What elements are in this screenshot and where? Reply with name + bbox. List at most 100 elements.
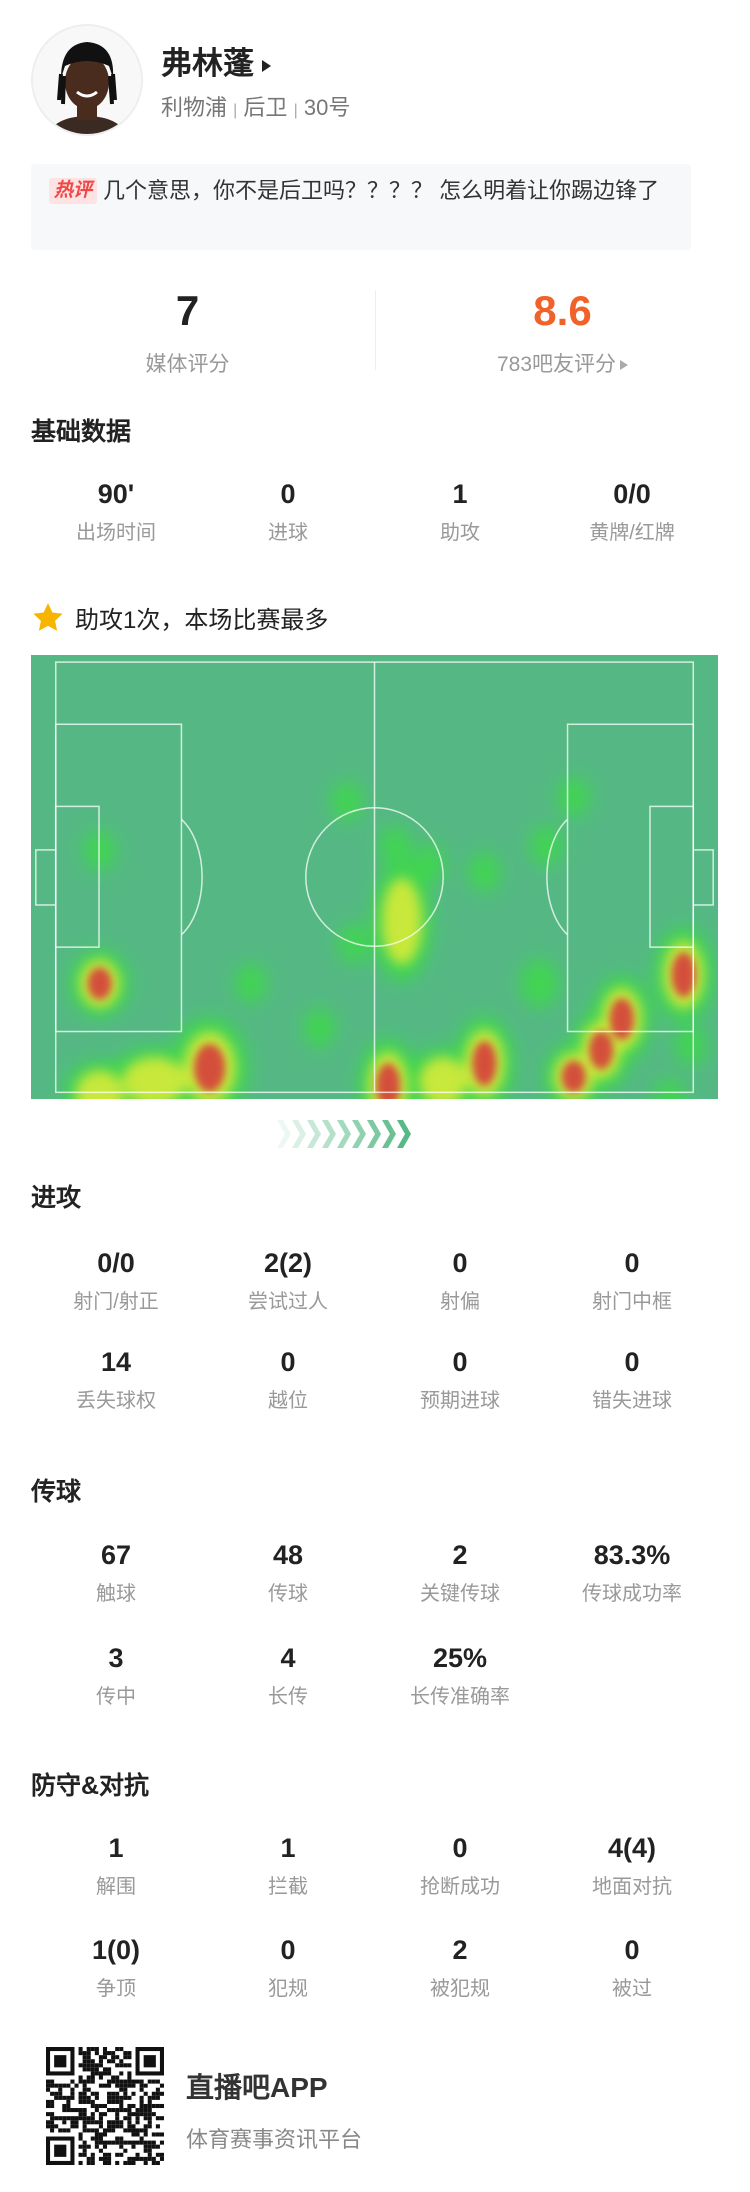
penalty-arc bbox=[180, 818, 203, 936]
heat-spot bbox=[234, 963, 267, 1004]
penalty-arc bbox=[546, 818, 569, 936]
heat-spot bbox=[472, 1041, 497, 1086]
player-avatar[interactable] bbox=[31, 24, 143, 136]
stat-item: 2 关键传球 bbox=[374, 1539, 546, 1606]
heat-spot bbox=[87, 967, 112, 1000]
hot-comment[interactable]: 热评 几个意思，你不是后卫吗？？？？ 怎么明着让你踢边锋了 bbox=[31, 164, 691, 250]
stat-item: 0 越位 bbox=[202, 1346, 374, 1413]
stat-item: 4 长传 bbox=[202, 1642, 374, 1709]
stat-value: 0 bbox=[452, 1248, 468, 1278]
stat-item: 0 进球 bbox=[202, 478, 374, 545]
stat-label: 射门中框 bbox=[592, 1291, 672, 1313]
stat-value: 83.3% bbox=[593, 1540, 671, 1570]
section-title-basic: 基础数据 bbox=[31, 418, 132, 446]
stat-label: 传球 bbox=[268, 1583, 308, 1605]
chevron-right-icon bbox=[382, 1120, 396, 1148]
stat-label: 犯规 bbox=[268, 1978, 308, 2000]
stat-label: 拦截 bbox=[268, 1876, 308, 1898]
stat-label: 预期进球 bbox=[420, 1390, 500, 1412]
media-rating: 7 媒体评分 bbox=[0, 286, 375, 378]
stat-value: 4 bbox=[280, 1643, 296, 1673]
stat-label: 丢失球权 bbox=[76, 1390, 156, 1412]
stat-label: 被犯规 bbox=[430, 1978, 490, 2000]
fan-rating-label-text: 783吧友评分 bbox=[496, 353, 617, 376]
heat-spot bbox=[557, 777, 590, 818]
stat-label: 传中 bbox=[96, 1686, 136, 1708]
heat-spot bbox=[194, 1043, 226, 1092]
stat-label: 传球成功率 bbox=[582, 1583, 682, 1605]
heatmap-pitch bbox=[31, 655, 718, 1099]
stat-value: 2 bbox=[452, 1935, 468, 1965]
caret-right-icon bbox=[620, 360, 629, 371]
chevron-right-icon bbox=[292, 1120, 306, 1148]
heat-spot bbox=[653, 1079, 686, 1099]
media-rating-value: 7 bbox=[175, 287, 200, 334]
stat-label: 进球 bbox=[268, 522, 308, 544]
caret-right-icon bbox=[262, 59, 271, 72]
stat-value: 25% bbox=[432, 1643, 488, 1673]
chevron-right-icon bbox=[307, 1120, 321, 1148]
heat-spot bbox=[379, 825, 412, 866]
highlight-text: 助攻1次，本场比赛最多 bbox=[75, 607, 329, 634]
stat-item: 2(2) 尝试过人 bbox=[202, 1247, 374, 1314]
section-title-attack: 进攻 bbox=[31, 1184, 82, 1212]
heat-spot bbox=[671, 952, 696, 998]
section-title-passing: 传球 bbox=[31, 1478, 82, 1506]
heat-spot bbox=[609, 998, 634, 1040]
app-tagline: 体育赛事资讯平台 bbox=[186, 2127, 363, 2152]
stat-label: 越位 bbox=[268, 1390, 308, 1412]
stat-item: 0/0 黄牌/红牌 bbox=[546, 478, 718, 545]
stat-item: 90' 出场时间 bbox=[30, 478, 202, 545]
heat-spot bbox=[419, 1057, 468, 1099]
highlight-banner: 助攻1次，本场比赛最多 bbox=[31, 600, 328, 635]
stat-item: 1(0) 争顶 bbox=[30, 1934, 202, 2001]
chevron-right-icon bbox=[337, 1120, 351, 1148]
heat-spot bbox=[122, 1057, 187, 1099]
stat-value: 1(0) bbox=[91, 1935, 140, 1965]
stat-item: 1 解围 bbox=[30, 1832, 202, 1899]
stat-value: 1 bbox=[452, 479, 468, 509]
stat-item: 0 错失进球 bbox=[546, 1346, 718, 1413]
fan-rating[interactable]: 8.6 783吧友评分 bbox=[375, 286, 750, 378]
media-rating-label: 媒体评分 bbox=[145, 353, 230, 376]
chevron-right-icon bbox=[322, 1120, 336, 1148]
stat-label: 解围 bbox=[96, 1876, 136, 1898]
stat-label: 助攻 bbox=[440, 522, 480, 544]
goal-area bbox=[54, 805, 100, 948]
stat-item: 0 抢断成功 bbox=[374, 1832, 546, 1899]
stat-label: 地面对抗 bbox=[592, 1876, 672, 1898]
goal bbox=[35, 849, 57, 906]
fan-rating-value: 8.6 bbox=[533, 287, 592, 334]
stat-value: 0/0 bbox=[97, 1248, 135, 1278]
stat-value: 67 bbox=[100, 1540, 132, 1570]
stat-item: 25% 长传准确率 bbox=[374, 1642, 546, 1709]
center-circle bbox=[305, 806, 444, 948]
hot-comment-badge: 热评 bbox=[49, 178, 98, 204]
goal-area bbox=[649, 805, 695, 948]
stat-value: 0 bbox=[624, 1248, 640, 1278]
jersey-number: 30号 bbox=[303, 95, 351, 120]
stat-label: 出场时间 bbox=[76, 522, 156, 544]
team-name: 利物浦 bbox=[161, 95, 228, 120]
stat-item: 1 拦截 bbox=[202, 1832, 374, 1899]
attack-direction bbox=[277, 1120, 412, 1148]
heat-spot bbox=[413, 843, 446, 884]
divider bbox=[375, 290, 376, 370]
heat-spot bbox=[331, 781, 364, 822]
stat-label: 争顶 bbox=[96, 1978, 136, 2000]
heat-spot bbox=[674, 1025, 707, 1066]
star-icon bbox=[33, 602, 63, 631]
position: 后卫 bbox=[243, 95, 288, 120]
stat-item: 48 传球 bbox=[202, 1539, 374, 1606]
heatmap-svg bbox=[35, 661, 714, 1099]
stat-value: 0 bbox=[280, 479, 296, 509]
stat-label: 错失进球 bbox=[592, 1390, 672, 1412]
stat-item: 1 助攻 bbox=[374, 478, 546, 545]
stat-item: 0 射门中框 bbox=[546, 1247, 718, 1314]
goal bbox=[692, 849, 714, 906]
stat-label: 被过 bbox=[612, 1978, 652, 2000]
stat-label: 触球 bbox=[96, 1583, 136, 1605]
player-name[interactable]: 弗林蓬 bbox=[161, 38, 271, 83]
app-name: 直播吧APP bbox=[186, 2072, 328, 2103]
stat-item: 0 被过 bbox=[546, 1934, 718, 2001]
